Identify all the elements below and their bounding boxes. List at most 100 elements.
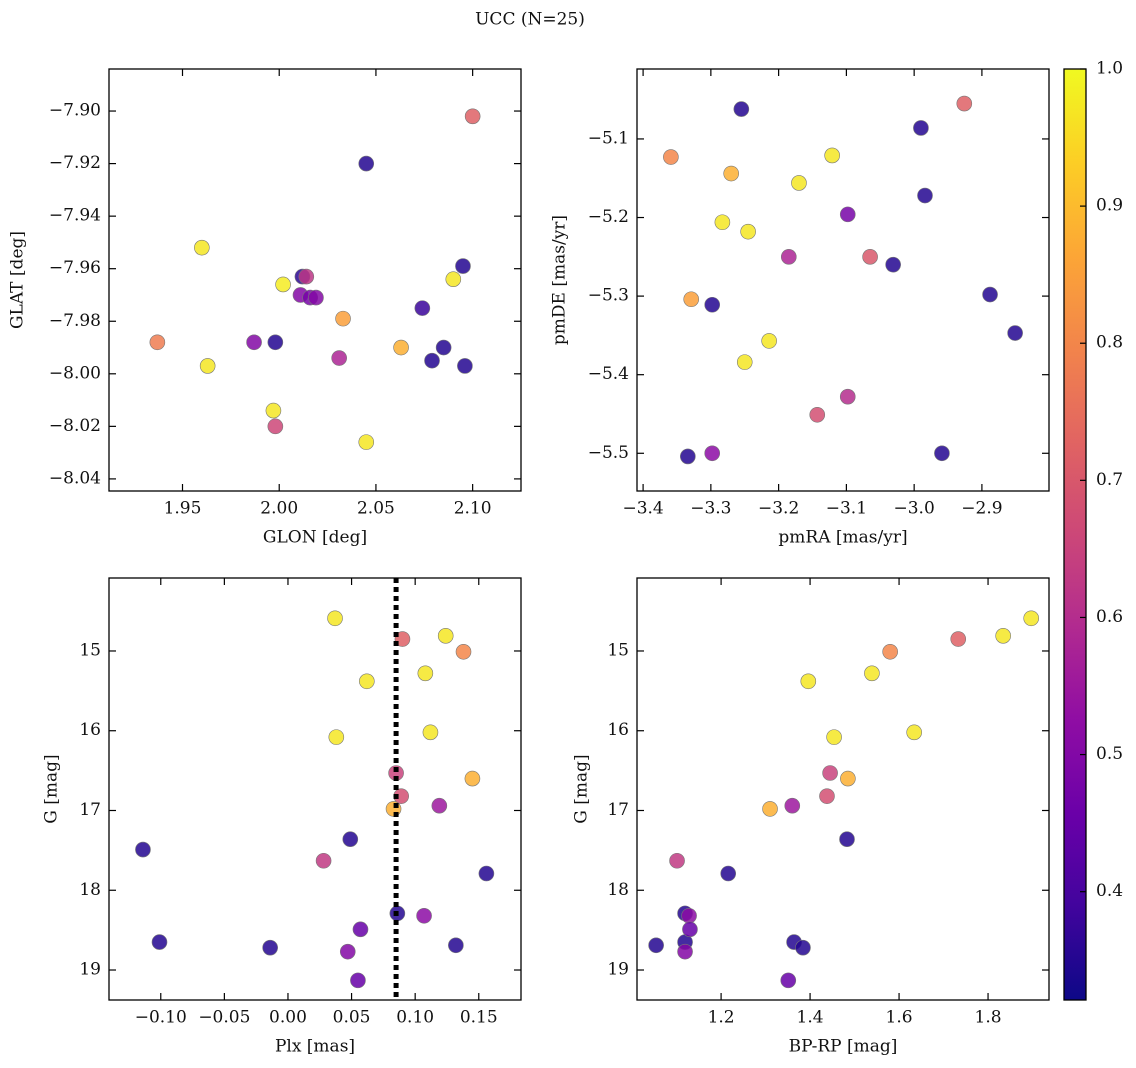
point — [809, 406, 826, 423]
point — [740, 223, 756, 240]
plot-area — [637, 578, 1049, 1000]
x-tick-label: 0.05 — [333, 1008, 371, 1028]
point — [723, 165, 739, 182]
point — [864, 665, 880, 682]
point — [149, 334, 166, 351]
x-tick-label: 2.05 — [357, 499, 395, 519]
x-tick-label: 2.00 — [260, 499, 298, 519]
x-tick-label: −0.10 — [135, 1008, 187, 1028]
point — [663, 149, 679, 165]
x-tick-label: 0.00 — [269, 1008, 307, 1028]
x-tick-label: −0.05 — [198, 1008, 250, 1028]
x-tick-label: 1.95 — [164, 499, 202, 519]
y-tick-label: 19 — [79, 960, 101, 980]
point — [135, 841, 151, 858]
point — [417, 665, 434, 682]
point — [342, 831, 359, 848]
point — [917, 187, 933, 204]
point — [328, 729, 345, 745]
y-tick-label: 17 — [607, 800, 629, 820]
point — [267, 418, 284, 435]
point — [457, 358, 473, 374]
point — [761, 333, 777, 349]
point — [359, 673, 375, 690]
x-tick-label: 1.8 — [975, 1008, 1002, 1028]
plot-area — [637, 69, 1049, 491]
point — [414, 300, 431, 316]
point — [839, 206, 856, 223]
point — [1007, 325, 1023, 341]
point — [416, 907, 432, 924]
point — [352, 921, 369, 938]
point — [704, 296, 721, 313]
point — [862, 249, 878, 265]
colorbar-tick-label: 0.5 — [1096, 744, 1123, 764]
colorbar-tick-label: 0.8 — [1096, 333, 1123, 353]
figure-title: UCC (N=25) — [475, 10, 585, 30]
point — [455, 643, 472, 660]
point — [358, 155, 375, 172]
point — [839, 831, 855, 848]
y-tick-label: −5.4 — [588, 364, 629, 384]
point — [275, 276, 291, 293]
point — [882, 643, 898, 660]
point — [358, 434, 375, 450]
y-tick-label: 15 — [79, 640, 101, 660]
point — [298, 268, 315, 285]
y-tick-label: −8.02 — [49, 416, 101, 436]
x-axis-label: BP-RP [mag] — [789, 1037, 898, 1057]
point — [435, 339, 452, 356]
point — [885, 256, 901, 273]
point — [448, 937, 464, 954]
point — [445, 271, 462, 288]
point — [335, 310, 351, 327]
point — [681, 907, 697, 924]
plot-area — [109, 578, 521, 1000]
x-tick-label: −3.3 — [690, 499, 731, 519]
axes-frame — [108, 577, 522, 1001]
y-tick-label: −5.5 — [588, 443, 629, 463]
colorbar-tick-label: 1.0 — [1096, 59, 1123, 79]
y-tick-label: 16 — [79, 720, 101, 740]
y-tick-label: 15 — [607, 640, 629, 660]
x-tick-label: 1.6 — [886, 1008, 913, 1028]
x-axis-label: Plx [mas] — [275, 1037, 355, 1057]
axes-frame — [636, 68, 1050, 492]
point — [339, 943, 356, 960]
y-tick-label: −5.2 — [588, 207, 629, 227]
point — [819, 788, 835, 804]
point — [393, 339, 409, 356]
point — [780, 972, 797, 989]
point — [826, 729, 842, 745]
point — [677, 943, 693, 960]
point — [437, 628, 454, 644]
point — [455, 258, 471, 274]
y-tick-label: 16 — [607, 720, 629, 740]
point — [246, 334, 262, 351]
x-tick-label: 1.2 — [708, 1008, 735, 1028]
point — [194, 239, 210, 256]
y-tick-label: −5.1 — [588, 128, 629, 148]
y-axis-label: G [mag] — [42, 754, 62, 823]
colorbar-frame — [1063, 68, 1087, 1001]
point — [464, 108, 481, 125]
y-tick-label: −7.98 — [49, 311, 101, 331]
point — [791, 175, 807, 191]
point — [648, 937, 664, 954]
y-axis-label: pmDE [mas/yr] — [550, 215, 570, 345]
y-axis-label: GLAT [deg] — [8, 231, 28, 329]
point — [704, 445, 721, 462]
colorbar-tick-label: 0.6 — [1096, 607, 1123, 627]
point — [762, 801, 778, 817]
colorbar — [1064, 69, 1086, 1000]
x-axis-label: GLON [deg] — [263, 528, 367, 548]
point — [840, 770, 856, 787]
y-tick-label: −5.3 — [588, 286, 629, 306]
point — [934, 445, 950, 462]
point — [784, 797, 801, 814]
x-tick-label: −3.1 — [826, 499, 867, 519]
y-tick-label: −8.04 — [49, 468, 101, 488]
point — [431, 797, 448, 814]
x-axis-label: pmRA [mas/yr] — [778, 528, 907, 548]
y-tick-label: 17 — [79, 800, 101, 820]
